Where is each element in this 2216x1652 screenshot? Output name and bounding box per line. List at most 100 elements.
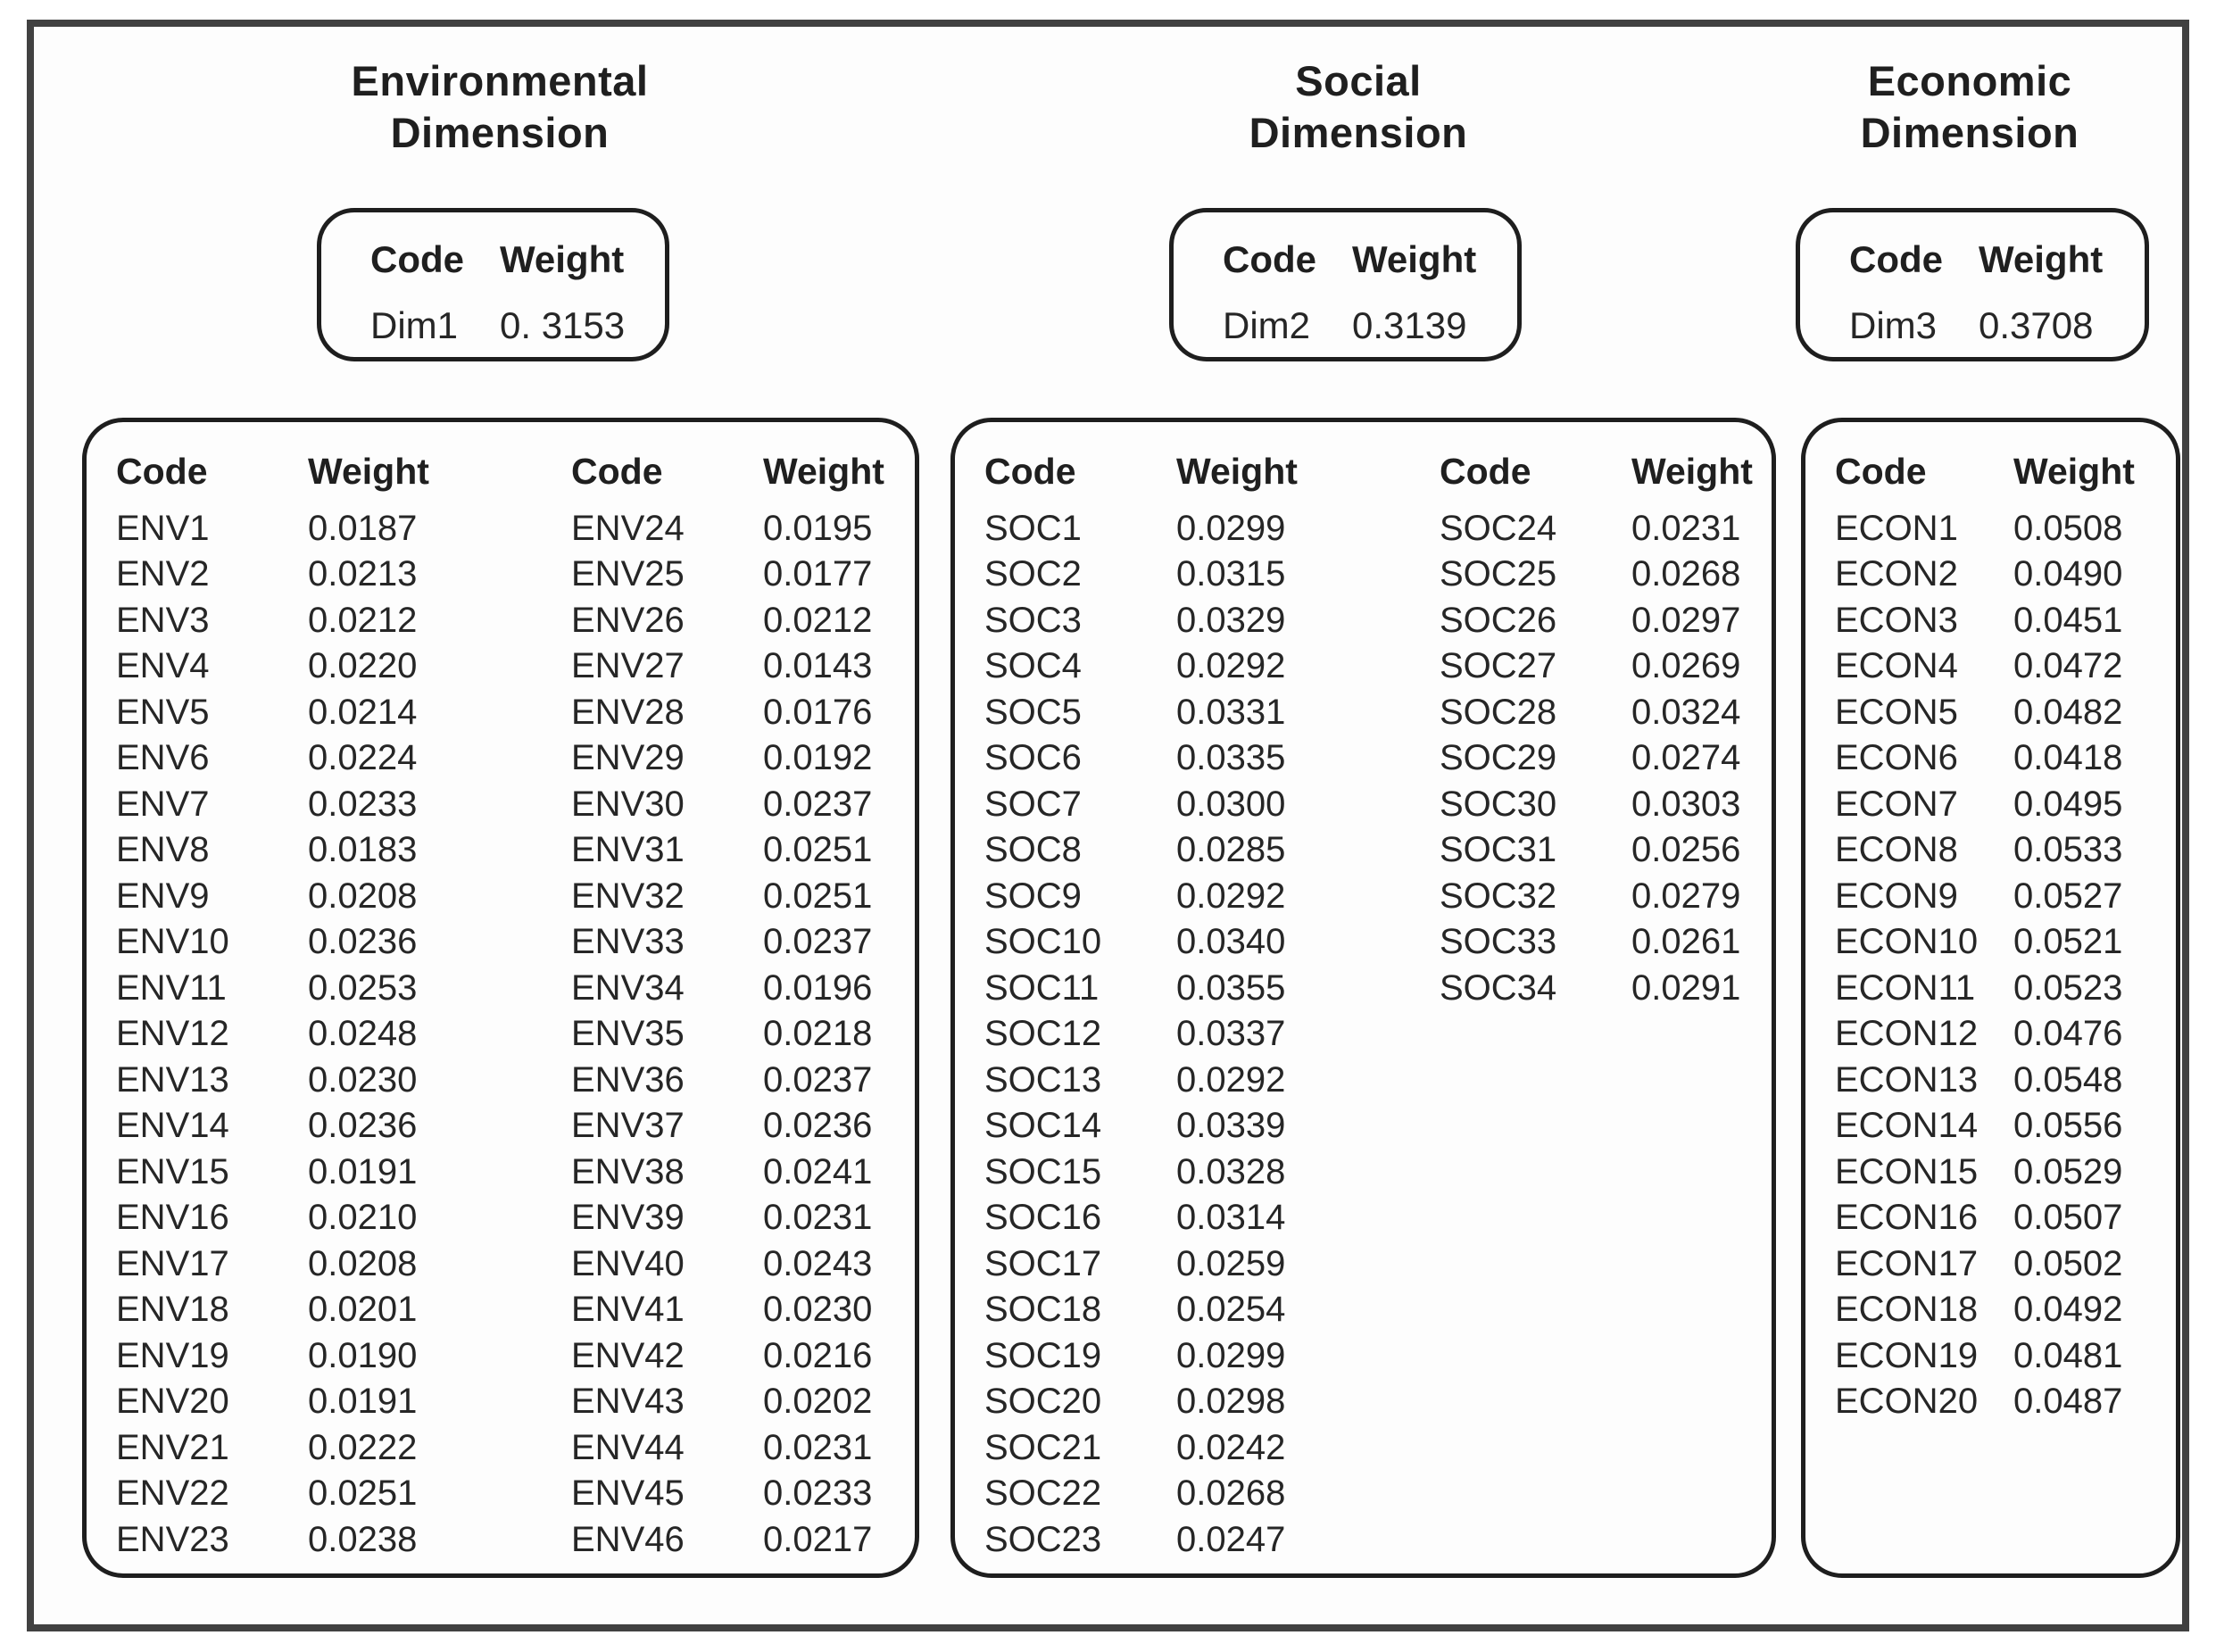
table-row: ECON7 0.0495: [1835, 782, 2161, 828]
indicator-code: ENV4: [116, 646, 210, 685]
indicator-code: SOC29: [1440, 738, 1557, 777]
weight-header: Weight: [1176, 451, 1298, 492]
code-header: Code: [370, 238, 464, 280]
indicator-code: ENV32: [571, 876, 685, 916]
indicator-code: ECON8: [1835, 830, 1958, 869]
code-weight-table: Code Weight SOC1 0.0299 SOC2 0.0315 SOC3 0.0329…: [984, 449, 1328, 1563]
table-row: ENV45 0.0233: [571, 1471, 915, 1517]
indicator-code: ECON2: [1835, 554, 1958, 594]
table-row: ECON2 0.0490: [1835, 552, 2161, 598]
indicator-weights-box-economic: Code Weight ECON1 0.0508 ECON2 0.0490 ECON3 0.0…: [1801, 418, 2180, 1578]
indicator-code: ENV23: [116, 1519, 229, 1559]
section-title-social: Social Dimension: [1135, 55, 1581, 159]
indicator-code: ENV13: [116, 1059, 229, 1100]
table-row: ENV17 0.0208: [116, 1241, 460, 1288]
table-row: ENV34 0.0196: [571, 966, 915, 1012]
table-row: SOC21 0.0242: [984, 1425, 1328, 1472]
section-title-environmental: Environmental Dimension: [277, 55, 723, 159]
table-row: ENV41 0.0230: [571, 1287, 915, 1333]
table-row: ENV23 0.0238: [116, 1517, 460, 1564]
table-row: ECON14 0.0556: [1835, 1103, 2161, 1150]
indicator-weight: 0.0328: [1176, 1151, 1286, 1191]
dimension-weight-box-dim2: Code Weight Dim2 0.3139: [1169, 208, 1522, 361]
indicator-weight: 0.0202: [763, 1382, 873, 1421]
indicator-weight: 0.0251: [308, 1474, 418, 1513]
indicator-code: SOC18: [984, 1290, 1102, 1329]
table-row: ENV40 0.0243: [571, 1241, 915, 1288]
table-row: ECON11 0.0523: [1835, 966, 2161, 1012]
indicator-code: SOC17: [984, 1243, 1102, 1283]
indicator-code: ECON9: [1835, 876, 1958, 916]
indicator-code: ENV8: [116, 830, 210, 869]
indicator-weight: 0.0236: [308, 922, 418, 961]
indicator-weight: 0.0143: [763, 646, 873, 685]
indicator-weight: 0.0183: [308, 830, 418, 869]
indicator-code: SOC16: [984, 1198, 1102, 1237]
indicator-weight: 0.0340: [1176, 922, 1286, 961]
indicator-weight: 0.0213: [308, 554, 418, 594]
indicator-weight: 0.0253: [308, 967, 418, 1008]
indicator-weight: 0.0237: [763, 922, 873, 961]
indicator-code: ENV10: [116, 922, 229, 961]
table-row: ENV21 0.0222: [116, 1425, 460, 1472]
table-row: SOC24 0.0231: [1440, 506, 1783, 552]
indicator-weight: 0.0339: [1176, 1106, 1286, 1145]
indicator-weight: 0.0230: [763, 1290, 873, 1329]
table-row: ECON3 0.0451: [1835, 598, 2161, 644]
indicator-code: SOC3: [984, 600, 1082, 640]
table-row: ECON13 0.0548: [1835, 1058, 2161, 1104]
indicator-code: ENV46: [571, 1519, 685, 1559]
indicator-weight: 0.0237: [763, 784, 873, 824]
indicator-code: ENV18: [116, 1290, 229, 1329]
indicator-weight: 0.0210: [308, 1198, 418, 1237]
indicator-code: SOC4: [984, 646, 1082, 685]
indicator-weight: 0.0269: [1631, 646, 1741, 685]
table-row: ENV35 0.0218: [571, 1011, 915, 1058]
indicator-weight: 0.0191: [308, 1382, 418, 1421]
table-row: ENV28 0.0176: [571, 690, 915, 736]
table-row: ECON10 0.0521: [1835, 919, 2161, 966]
table-row: ECON17 0.0502: [1835, 1241, 2161, 1288]
table-row: ENV37 0.0236: [571, 1103, 915, 1150]
indicator-weight: 0.0243: [763, 1243, 873, 1283]
indicator-weight: 0.0208: [308, 1243, 418, 1283]
code-header: Code: [1849, 238, 1943, 280]
table-row: ENV12 0.0248: [116, 1011, 460, 1058]
table-row: ENV4 0.0220: [116, 643, 460, 690]
indicator-code: ENV16: [116, 1198, 229, 1237]
indicator-weight: 0.0292: [1176, 876, 1286, 916]
code-header: Code: [1440, 451, 1531, 492]
indicator-weight: 0.0523: [2013, 967, 2123, 1008]
table-row: SOC8 0.0285: [984, 827, 1328, 874]
indicator-code: SOC27: [1440, 646, 1557, 685]
indicator-code: ENV43: [571, 1382, 685, 1421]
indicator-code: ENV17: [116, 1243, 229, 1283]
indicator-weight: 0.0502: [2013, 1243, 2123, 1283]
indicator-weight: 0.0315: [1176, 554, 1286, 594]
indicator-weight: 0.0274: [1631, 738, 1741, 777]
indicator-code: ENV11: [116, 967, 227, 1008]
table-row: ENV3 0.0212: [116, 598, 460, 644]
indicator-weight: 0.0208: [308, 876, 418, 916]
table-row: ENV5 0.0214: [116, 690, 460, 736]
figure-border: Environmental Dimension Code Weight Dim1 …: [27, 20, 2189, 1631]
indicator-code: ECON13: [1835, 1059, 1979, 1100]
indicator-weights-box-social: Code Weight SOC1 0.0299 SOC2 0.0315 SOC3 0.0329…: [950, 418, 1776, 1578]
table-row: ENV44 0.0231: [571, 1425, 915, 1472]
indicator-code: SOC28: [1440, 692, 1557, 732]
indicator-code: ENV15: [116, 1151, 229, 1191]
table-header-row: Code Weight: [571, 449, 915, 495]
indicator-code: ENV19: [116, 1335, 229, 1375]
indicator-weight: 0.0476: [2013, 1014, 2123, 1053]
indicator-code: ENV35: [571, 1014, 685, 1053]
indicator-code: ENV3: [116, 600, 210, 640]
indicator-code: SOC10: [984, 922, 1102, 961]
indicator-code: ENV6: [116, 738, 210, 777]
indicator-weight: 0.0241: [763, 1151, 873, 1191]
table-row: SOC17 0.0259: [984, 1241, 1328, 1288]
weight-header: Weight: [763, 451, 884, 492]
indicator-weight: 0.0299: [1176, 1335, 1286, 1375]
indicator-weight: 0.0176: [763, 692, 873, 732]
indicator-weight: 0.0212: [763, 600, 873, 640]
table-row: ECON12 0.0476: [1835, 1011, 2161, 1058]
